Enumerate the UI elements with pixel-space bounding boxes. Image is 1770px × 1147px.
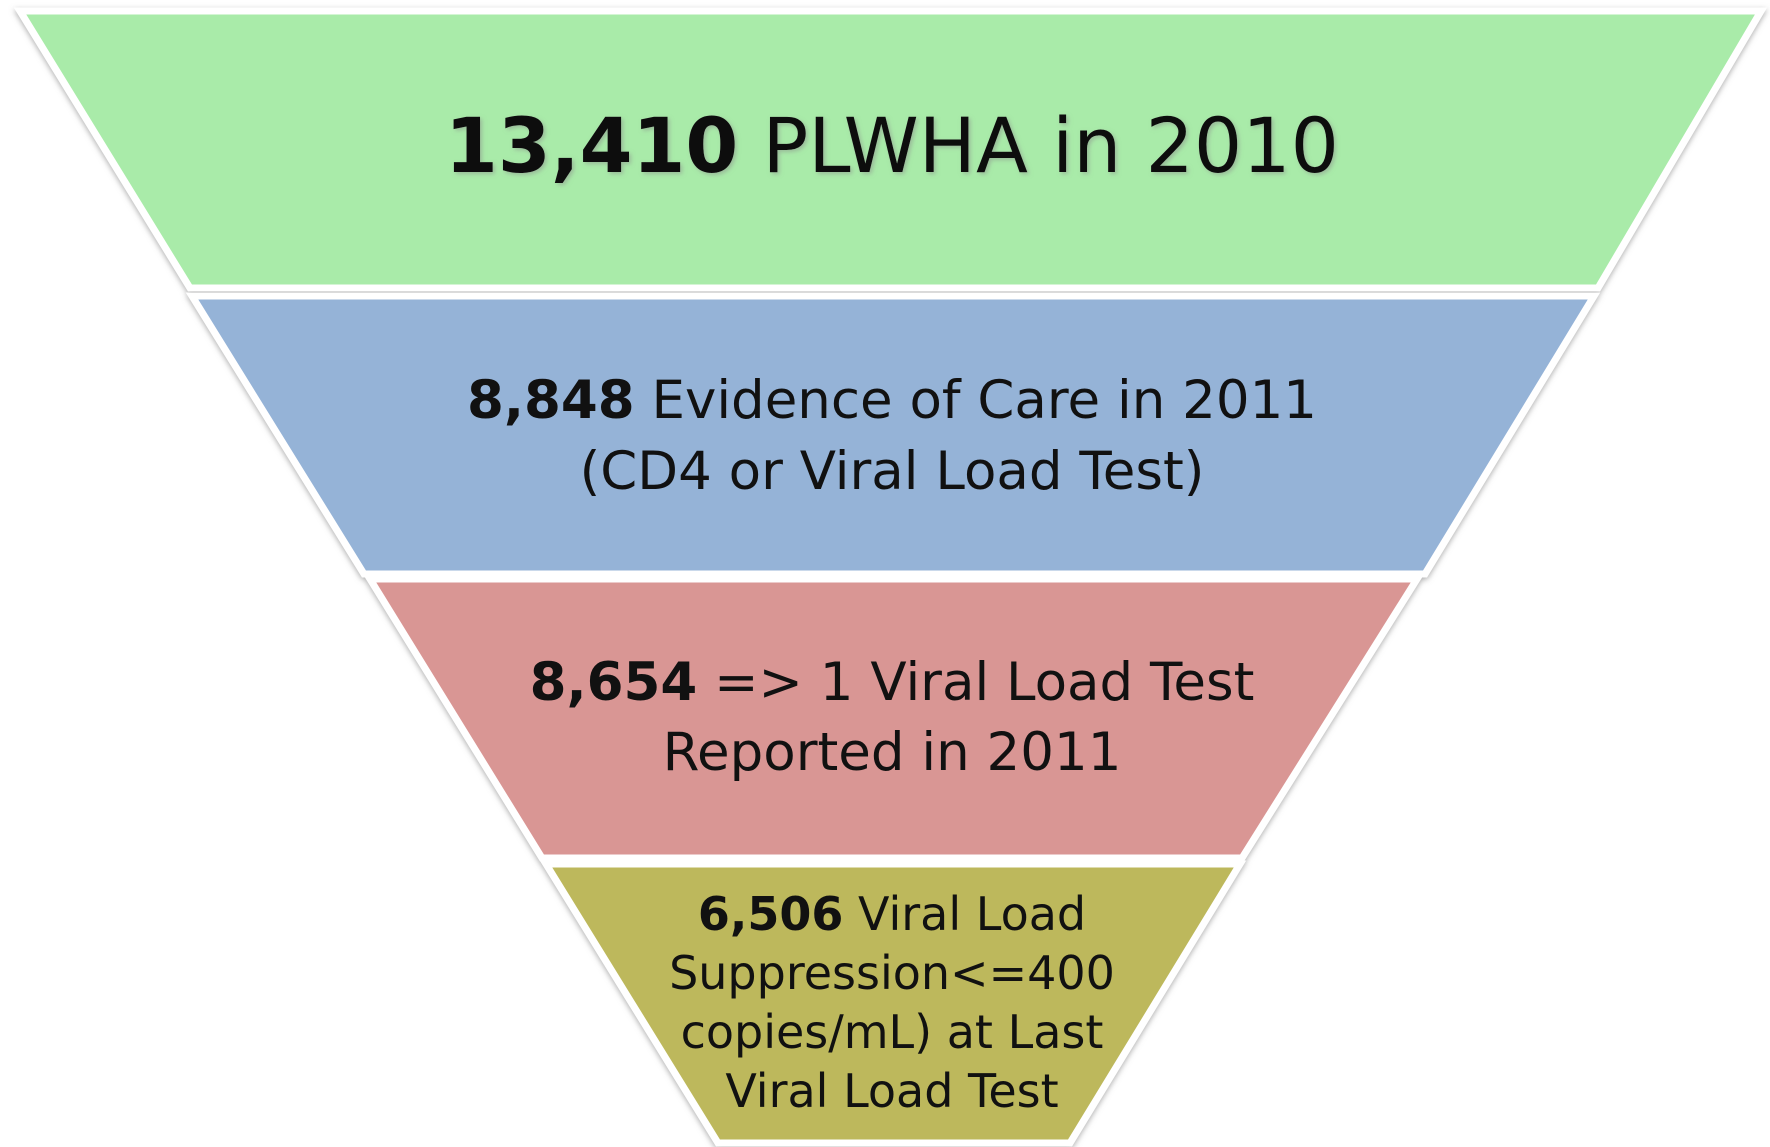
stage-text: => 1 Viral Load Test <box>714 652 1254 713</box>
stage-2-label: 8,848 Evidence of Care in 2011 <box>467 370 1317 431</box>
stage-4-label: 6,506 Viral Load <box>698 887 1086 941</box>
stage-1-label: 13,410 PLWHA in 2010 <box>445 101 1339 190</box>
stage-3-label: 8,654 => 1 Viral Load Test <box>530 652 1255 713</box>
stage-4 <box>539 860 1247 1147</box>
stage-number: 8,654 <box>530 652 698 713</box>
stage-3 <box>363 575 1424 862</box>
stage-number: 13,410 <box>445 101 738 190</box>
stage-number: 8,848 <box>467 370 635 431</box>
stage-4-line: copies/mL) at Last <box>681 1005 1104 1059</box>
stage-text: PLWHA in 2010 <box>762 101 1339 190</box>
stage-2-line: (CD4 or Viral Load Test) <box>580 441 1205 502</box>
stage-4-line: Suppression<=400 <box>669 946 1115 1000</box>
stage-text: Evidence of Care in 2011 <box>651 370 1317 431</box>
stage-text: Viral Load <box>858 887 1086 941</box>
stage-3-line: Reported in 2011 <box>663 722 1122 783</box>
stage-1 <box>13 7 1768 292</box>
funnel-shapes <box>13 7 1768 1147</box>
stage-number: 6,506 <box>698 887 844 941</box>
stage-4-line: Viral Load Test <box>725 1064 1058 1118</box>
stage-2 <box>185 292 1601 578</box>
